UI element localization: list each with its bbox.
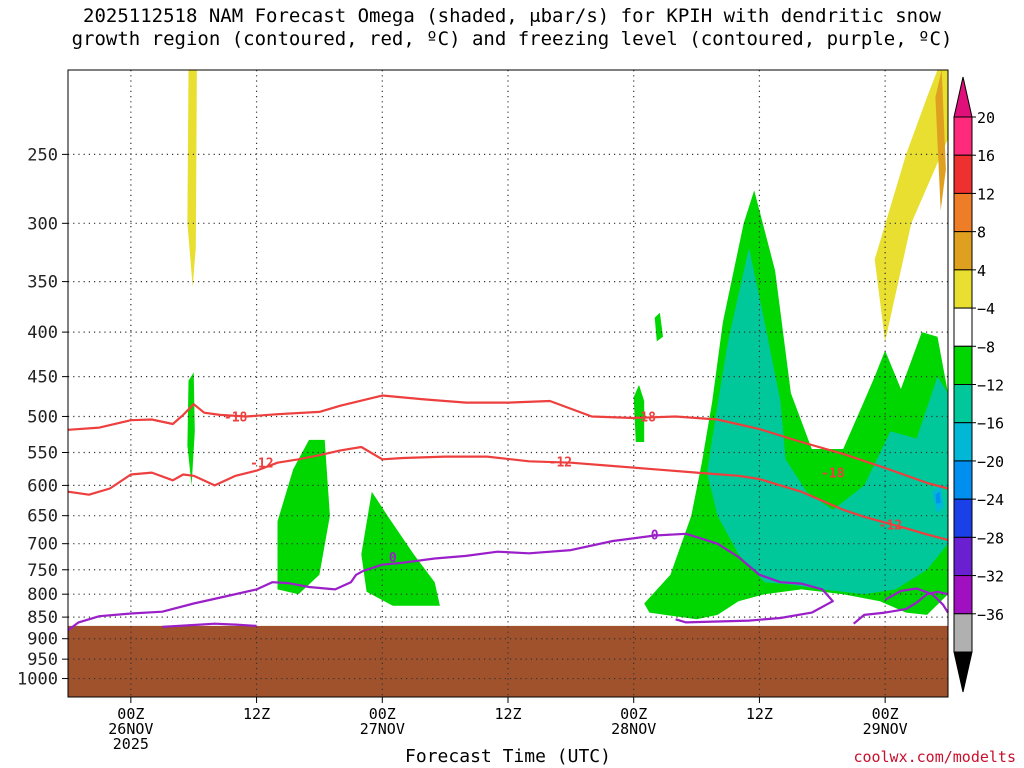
freezing-level-contour-label: 0 — [651, 528, 659, 543]
dgz-contour — [67, 394, 949, 490]
x-axis-label: Forecast Time (UTC) — [405, 746, 611, 767]
contour-lines: -18 -18 -18 -12 -12 -12 0 0 — [67, 394, 949, 632]
plot-axes — [62, 69, 949, 703]
colorbar-swatch — [953, 536, 973, 577]
freezing-level-contour — [884, 587, 949, 614]
colorbar-swatch — [953, 116, 973, 156]
omega-region — [935, 70, 946, 211]
y-tick-label: 700 — [27, 535, 58, 555]
colorbar-swatch — [953, 498, 973, 538]
chart-title-line-2: growth region (contoured, red, ºC) and f… — [71, 28, 953, 50]
colorbar-swatch — [953, 307, 973, 347]
x-tick-label: 29NOV — [863, 720, 908, 738]
colorbar-label: −16 — [977, 415, 1004, 433]
ground-below-surface — [68, 625, 948, 697]
dgz-contour-label: -18 — [224, 410, 248, 425]
x-tick-label: 12Z — [746, 705, 773, 723]
colorbar-label: 20 — [977, 109, 995, 127]
dgz-contour-label: -18 — [632, 410, 656, 425]
chart-title-line-1: 2025112518 NAM Forecast Omega (shaded, μ… — [83, 5, 941, 27]
x-tick-label: 12Z — [243, 705, 270, 723]
y-tick-label: 850 — [27, 608, 58, 628]
colorbar-label: −36 — [977, 606, 1004, 624]
x-tick-label: 28NOV — [611, 720, 656, 738]
colorbar-label: −32 — [977, 568, 1004, 586]
colorbar-swatch — [953, 460, 973, 500]
omega-region — [707, 247, 948, 595]
dgz-contour-label: -18 — [821, 467, 845, 482]
omega-region — [935, 491, 941, 504]
x-tick-label: 00Z — [117, 705, 144, 723]
colorbar-bottom-arrow — [953, 651, 973, 693]
omega-region — [187, 70, 197, 287]
colorbar-label: −20 — [977, 453, 1004, 471]
y-tick-label: 950 — [27, 650, 58, 670]
y-tick-labels: 2503003504004505005506006507007508008509… — [17, 145, 58, 689]
y-tick-label: 600 — [27, 476, 58, 496]
y-tick-label: 750 — [27, 561, 58, 581]
colorbar-swatch — [953, 231, 973, 271]
x-tick-label: 2025 — [113, 735, 149, 753]
colorbar-swatch — [953, 422, 973, 462]
colorbar-swatch — [953, 613, 973, 653]
omega-region — [654, 312, 663, 342]
y-tick-label: 400 — [27, 323, 58, 343]
colorbar-label: −8 — [977, 338, 995, 356]
colorbar-label: −24 — [977, 491, 1004, 509]
dgz-contour-label: -12 — [250, 457, 273, 472]
colorbar: 20 16 12 8 4 −4 −8 −12 −16 −20 −24 −28 −32 −36 — [953, 76, 1004, 693]
colorbar-top-arrow — [953, 76, 973, 118]
colorbar-swatch — [953, 575, 973, 615]
y-tick-label: 1000 — [17, 670, 58, 690]
freezing-level-contour — [67, 532, 834, 632]
freezing-level-contour — [852, 590, 949, 625]
colorbar-swatch — [953, 345, 973, 385]
dgz-contour-label: -12 — [879, 518, 902, 533]
omega-region — [187, 372, 195, 486]
y-tick-label: 350 — [27, 273, 58, 293]
y-tick-label: 900 — [27, 630, 58, 650]
colorbar-label: −4 — [977, 300, 995, 318]
colorbar-label: 16 — [977, 147, 995, 165]
omega-region — [361, 491, 440, 606]
omega-region — [277, 439, 330, 595]
colorbar-label: 8 — [977, 224, 986, 242]
x-tick-label: 00Z — [369, 705, 396, 723]
ground-layer — [68, 625, 948, 697]
colorbar-label: −12 — [977, 377, 1004, 395]
colorbar-swatch — [953, 154, 973, 194]
x-tick-label: 12Z — [494, 705, 521, 723]
x-tick-label: 00Z — [872, 705, 899, 723]
omega-region — [633, 384, 645, 442]
y-tick-label: 300 — [27, 214, 58, 234]
colorbar-label: −28 — [977, 529, 1004, 547]
colorbar-swatch — [953, 384, 973, 424]
colorbar-label: 4 — [977, 262, 986, 280]
y-tick-label: 550 — [27, 444, 58, 464]
source-credit: coolwx.com/modelts — [853, 748, 1016, 766]
freezing-level-contour — [162, 622, 257, 628]
omega-region — [874, 70, 948, 342]
y-tick-label: 650 — [27, 507, 58, 527]
x-tick-label: 26NOV — [108, 720, 153, 738]
x-tick-label: 27NOV — [360, 720, 405, 738]
y-tick-label: 800 — [27, 585, 58, 605]
colorbar-label: 12 — [977, 185, 995, 203]
y-tick-label: 250 — [27, 145, 58, 165]
x-tick-label: 00Z — [620, 705, 647, 723]
colorbar-swatch — [953, 192, 973, 233]
dgz-contour-label: -12 — [549, 455, 572, 470]
freezing-level-contour-label: 0 — [389, 551, 397, 566]
omega-shading — [187, 70, 948, 620]
y-tick-label: 500 — [27, 407, 58, 427]
y-tick-label: 450 — [27, 368, 58, 388]
dgz-contour — [67, 445, 949, 541]
colorbar-swatch — [953, 269, 973, 309]
